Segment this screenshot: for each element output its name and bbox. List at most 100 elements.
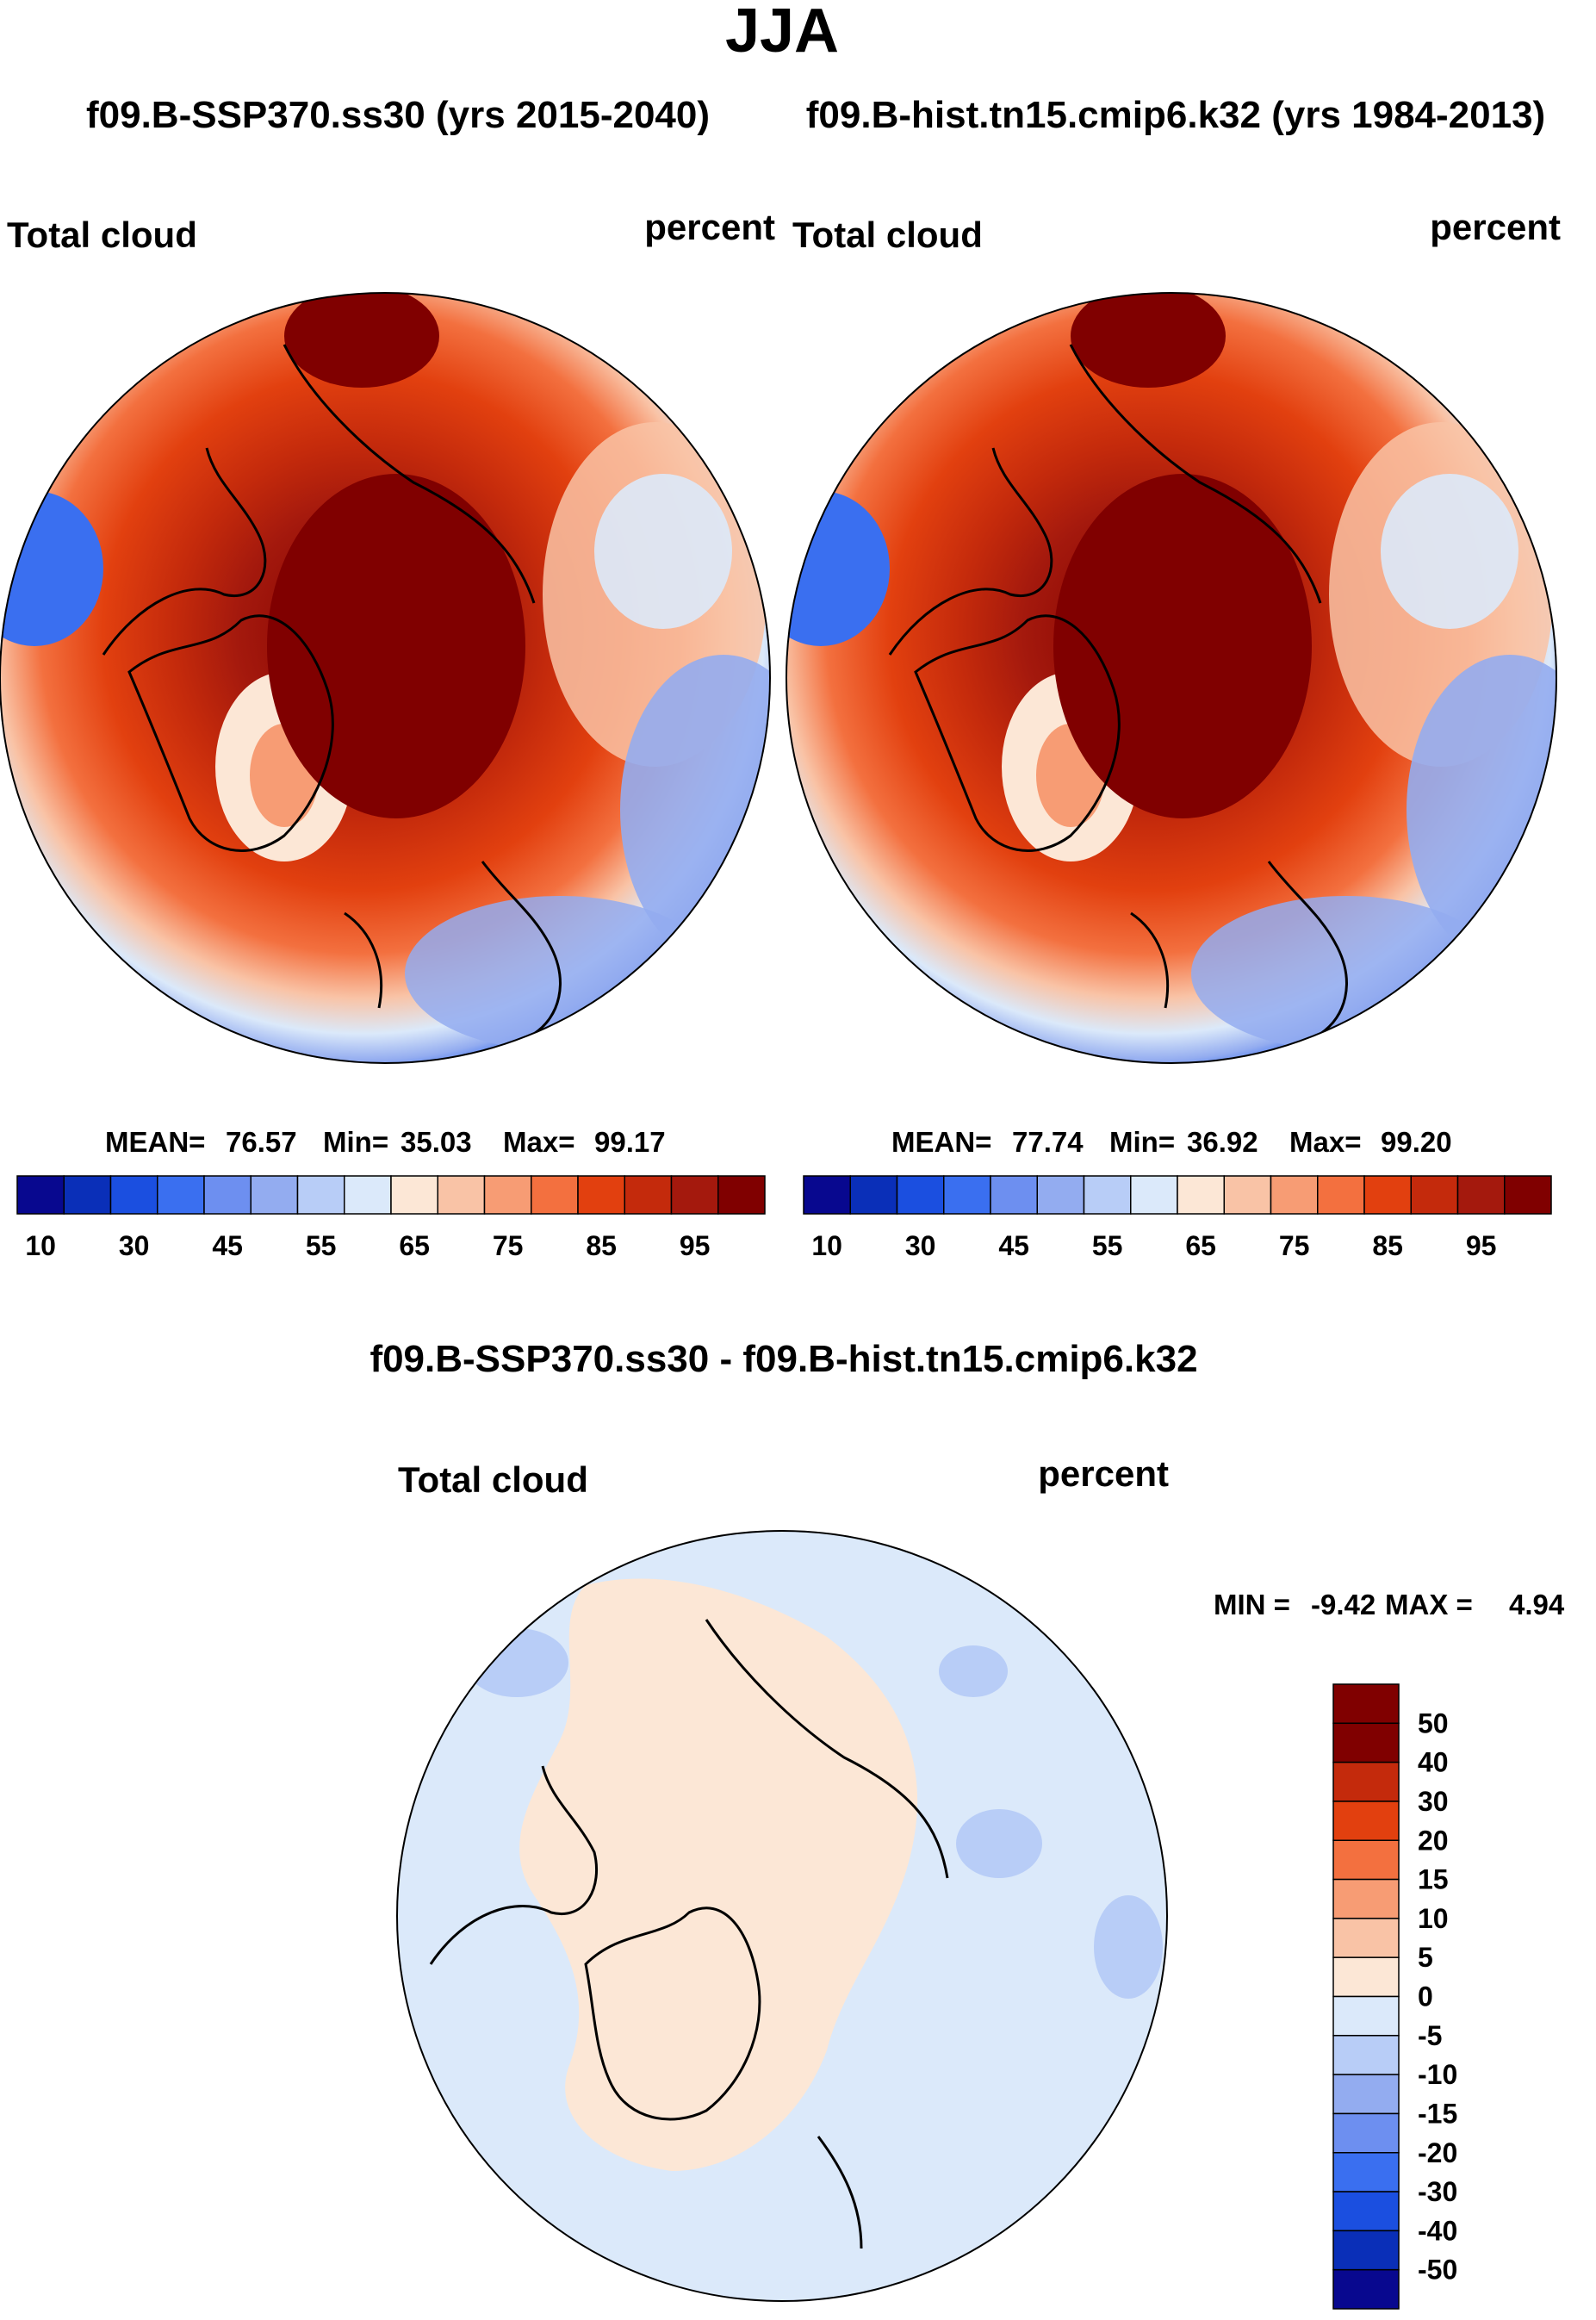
difference-coast-greenland bbox=[584, 1906, 761, 2121]
difference-colorbar bbox=[1332, 1683, 1400, 2310]
right-colorbar-box bbox=[1177, 1175, 1225, 1215]
difference-coast-siberia bbox=[705, 1619, 949, 1879]
left-colorbar-box bbox=[16, 1175, 65, 1215]
difference-min-label: MIN = bbox=[1214, 1589, 1290, 1620]
left-min-value: 35.03 bbox=[401, 1126, 472, 1158]
left-colorbar-box bbox=[624, 1175, 673, 1215]
right-colorbar-box bbox=[1363, 1175, 1412, 1215]
right-map-patch-pacific-low bbox=[1381, 474, 1518, 629]
right-stats: MEAN= 77.74 Min= 36.92 Max= 99.20 bbox=[891, 1126, 1452, 1158]
difference-panel: f09.B-SSP370.ss30 - f09.B-hist.tn15.cmip… bbox=[370, 1338, 1565, 2310]
right-colorbar-tick-label: 95 bbox=[1466, 1230, 1497, 1261]
difference-map bbox=[397, 1531, 1167, 2301]
difference-colorbar-tick-label: -5 bbox=[1418, 2020, 1442, 2051]
difference-colorbar-tick-label: -10 bbox=[1418, 2059, 1457, 2090]
right-map-coastlines bbox=[888, 344, 1348, 1036]
right-colorbar-box bbox=[1130, 1175, 1178, 1215]
difference-colorbar-box bbox=[1332, 1878, 1400, 1919]
difference-min-value: -9.42 bbox=[1311, 1589, 1376, 1620]
right-colorbar-box bbox=[1270, 1175, 1319, 1215]
left-map-coastlines bbox=[102, 344, 562, 1036]
right-mean-label: MEAN= bbox=[891, 1126, 991, 1158]
difference-colorbar-box bbox=[1332, 1995, 1400, 2037]
difference-map-coastlines bbox=[429, 1619, 949, 2249]
right-colorbar-box bbox=[1083, 1175, 1132, 1215]
right-coast-scandinavia bbox=[1267, 861, 1348, 1036]
difference-colorbar-tick-label: 30 bbox=[1418, 1786, 1449, 1817]
right-coast-siberia bbox=[1069, 344, 1322, 604]
left-colorbar-box bbox=[109, 1175, 158, 1215]
left-min-label: Min= bbox=[323, 1126, 388, 1158]
difference-map-positive-region bbox=[519, 1578, 918, 2171]
right-colorbar-box bbox=[1036, 1175, 1085, 1215]
difference-colorbar-box bbox=[1332, 2035, 1400, 2075]
right-min-label: Min= bbox=[1109, 1126, 1175, 1158]
difference-max-value: 4.94 bbox=[1509, 1589, 1565, 1620]
right-colorbar-box bbox=[1504, 1175, 1552, 1215]
difference-colorbar-box bbox=[1332, 2074, 1400, 2115]
difference-colorbar-tick-label: 10 bbox=[1418, 1903, 1449, 1934]
left-map-border bbox=[0, 292, 771, 1064]
right-colorbar-box bbox=[1223, 1175, 1272, 1215]
left-colorbar-box bbox=[63, 1175, 112, 1215]
left-colorbar-box bbox=[670, 1175, 719, 1215]
left-mean-value: 76.57 bbox=[226, 1126, 297, 1158]
right-colorbar-box bbox=[849, 1175, 898, 1215]
left-map-patch-west-low bbox=[0, 491, 103, 646]
difference-colorbar-box bbox=[1332, 2230, 1400, 2271]
left-colorbar-tick-label: 95 bbox=[680, 1230, 711, 1261]
left-colorbar-box bbox=[577, 1175, 625, 1215]
difference-variable-label: Total cloud bbox=[398, 1459, 588, 1500]
difference-colorbar-tick-label: 0 bbox=[1418, 1981, 1433, 2012]
right-map bbox=[786, 293, 1556, 1063]
left-units-label: percent bbox=[644, 207, 775, 247]
right-colorbar-ticks: 10 30 45 55 65 75 85 95 bbox=[811, 1230, 1496, 1261]
right-map-patch-north bbox=[1071, 293, 1226, 388]
right-colorbar-tick-label: 45 bbox=[998, 1230, 1029, 1261]
right-colorbar-box bbox=[1456, 1175, 1506, 1215]
left-colorbar-box bbox=[296, 1175, 345, 1215]
difference-colorbar-tick-label: 5 bbox=[1418, 1942, 1433, 1973]
difference-colorbar-tick-label: 20 bbox=[1418, 1825, 1449, 1856]
difference-colorbar-tick-label: -40 bbox=[1418, 2215, 1457, 2246]
left-map bbox=[0, 293, 770, 1063]
right-mean-value: 77.74 bbox=[1012, 1126, 1084, 1158]
left-colorbar-tick-label: 10 bbox=[25, 1230, 56, 1261]
right-colorbar-tick-label: 65 bbox=[1185, 1230, 1216, 1261]
right-colorbar-tick-label: 75 bbox=[1279, 1230, 1310, 1261]
difference-colorbar-box bbox=[1332, 1683, 1400, 1725]
left-colorbar-tick-label: 85 bbox=[586, 1230, 617, 1261]
left-map-patch-north bbox=[284, 293, 439, 388]
left-variable-label: Total cloud bbox=[7, 215, 197, 255]
left-colorbar-box bbox=[531, 1175, 579, 1215]
right-colorbar-tick-label: 30 bbox=[905, 1230, 936, 1261]
right-map-patch-east-low bbox=[1407, 655, 1556, 965]
difference-colorbar-box bbox=[1332, 2112, 1400, 2154]
right-colorbar-box bbox=[803, 1175, 851, 1215]
right-map-border bbox=[786, 292, 1557, 1064]
difference-map-patch-negative-1 bbox=[465, 1628, 568, 1697]
left-colorbar-box bbox=[390, 1175, 438, 1215]
difference-colorbar-tick-label: -30 bbox=[1418, 2176, 1457, 2207]
difference-colorbar-box bbox=[1332, 1801, 1400, 1841]
right-map-patch-west-low bbox=[786, 491, 890, 646]
difference-colorbar-tick-label: 40 bbox=[1418, 1747, 1449, 1778]
left-colorbar-tick-label: 65 bbox=[399, 1230, 430, 1261]
subtitle-right: f09.B-hist.tn15.cmip6.k32 (yrs 1984-2013… bbox=[806, 94, 1545, 136]
difference-colorbar-tick-label: 50 bbox=[1418, 1707, 1449, 1738]
difference-colorbar-tick-label: -20 bbox=[1418, 2137, 1457, 2168]
left-colorbar-tick-label: 30 bbox=[119, 1230, 150, 1261]
figure-title: JJA bbox=[725, 0, 839, 65]
right-coast-britain bbox=[1130, 911, 1170, 1009]
left-colorbar-tick-label: 75 bbox=[493, 1230, 524, 1261]
right-colorbar-box bbox=[1410, 1175, 1459, 1215]
right-units-label: percent bbox=[1430, 207, 1561, 247]
difference-title: f09.B-SSP370.ss30 - f09.B-hist.tn15.cmip… bbox=[370, 1338, 1197, 1380]
left-colorbar-tick-label: 45 bbox=[212, 1230, 243, 1261]
left-max-value: 99.17 bbox=[594, 1126, 666, 1158]
difference-colorbar-box bbox=[1332, 2268, 1400, 2310]
difference-colorbar-box bbox=[1332, 2191, 1400, 2232]
right-max-value: 99.20 bbox=[1381, 1126, 1452, 1158]
